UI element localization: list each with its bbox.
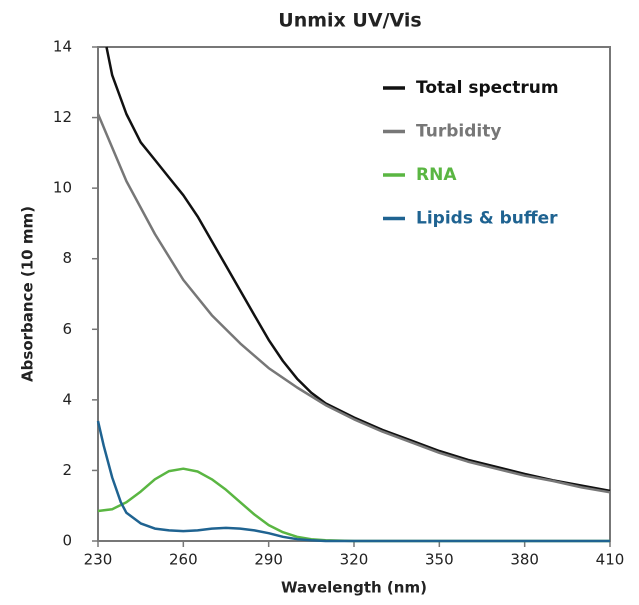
legend-label: Total spectrum — [416, 78, 559, 98]
plot-frame — [97, 46, 611, 542]
chart-title: Unmix UV/Vis — [278, 10, 421, 32]
legend-label: RNA — [416, 165, 457, 185]
series-line — [96, 420, 610, 543]
x-tick-label: 320 — [340, 551, 369, 569]
y-tick-label: 2 — [62, 461, 72, 479]
x-axis-label: Wavelength (nm) — [281, 579, 427, 597]
y-tick-label: 8 — [62, 249, 72, 267]
y-axis-label: Absorbance (10 mm) — [19, 206, 37, 382]
y-tick-label: 6 — [62, 320, 72, 338]
y-tick-label: 0 — [62, 532, 72, 550]
x-tick-label: 410 — [596, 551, 625, 569]
y-tick-label: 10 — [53, 179, 72, 197]
legend-label: Lipids & buffer — [416, 209, 558, 229]
x-tick-label: 290 — [254, 551, 283, 569]
series-line — [96, 113, 611, 494]
y-tick-label: 12 — [53, 108, 72, 126]
series-line — [105, 46, 611, 493]
legend-label: Turbidity — [416, 122, 501, 142]
x-tick-label: 350 — [425, 551, 454, 569]
y-tick-label: 14 — [53, 38, 72, 56]
x-tick-label: 380 — [510, 551, 539, 569]
x-tick-label: 260 — [169, 551, 198, 569]
x-tick-label: 230 — [84, 551, 113, 569]
y-tick-label: 4 — [62, 390, 72, 408]
